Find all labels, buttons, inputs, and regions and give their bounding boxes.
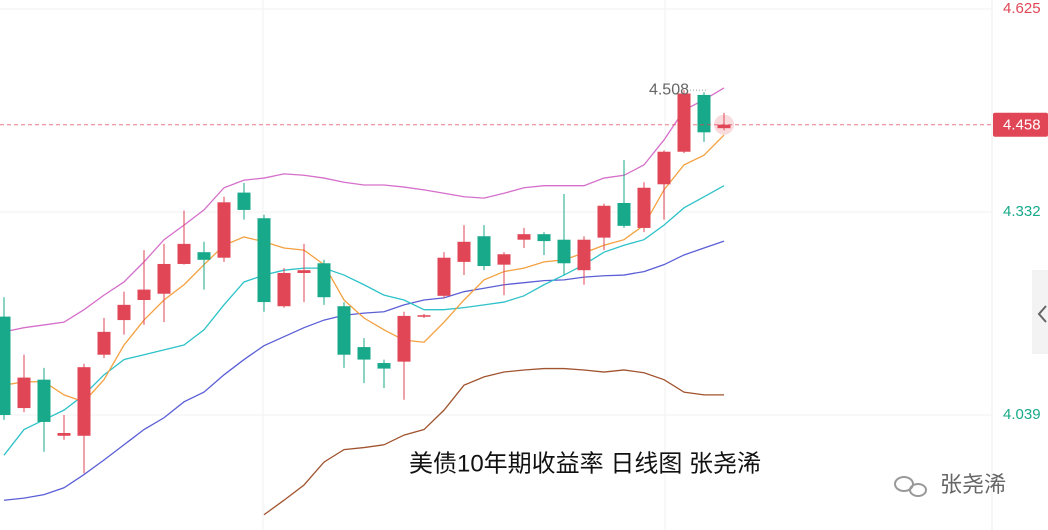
- indicator-line: [3, 240, 725, 501]
- candle-body: [117, 304, 131, 321]
- candle-body: [277, 272, 291, 307]
- candle-body: [577, 239, 591, 271]
- last-price-label: 4.458: [1003, 117, 1041, 134]
- candle-body: [237, 192, 251, 210]
- y-tick-label: 4.625: [1003, 0, 1041, 17]
- candle-body: [197, 252, 211, 260]
- candle-body: [377, 363, 391, 369]
- candle-body: [217, 202, 231, 258]
- indicator-line: [3, 185, 725, 456]
- candle-body: [557, 239, 571, 264]
- scroll-button[interactable]: [1032, 270, 1048, 354]
- max-label: 4.508: [649, 81, 689, 98]
- candle-body: [517, 234, 531, 240]
- candle-body: [417, 315, 431, 317]
- indicator-line: [3, 87, 725, 333]
- candle-body: [17, 377, 31, 409]
- candle-body: [157, 263, 171, 294]
- candle-body: [677, 93, 691, 152]
- candle-body: [57, 433, 71, 436]
- watermark-icon: [894, 476, 927, 497]
- candle-body: [437, 257, 451, 296]
- candle-body: [337, 306, 351, 355]
- candle-body: [0, 316, 11, 415]
- chart-title: 美债10年期收益率 日线图 张尧浠: [409, 450, 761, 477]
- candle-body: [717, 124, 731, 129]
- plot: 4.508: [0, 8, 992, 516]
- candle-body: [297, 270, 311, 273]
- candle-body: [97, 331, 111, 355]
- candle-body: [697, 94, 711, 133]
- candle-body: [457, 241, 471, 262]
- indicator-line: [263, 367, 724, 516]
- candle-body: [77, 367, 91, 436]
- candle-body: [597, 205, 611, 238]
- candle-body: [357, 347, 371, 360]
- y-tick-label: 4.332: [1003, 203, 1041, 220]
- y-tick-label: 4.039: [1003, 406, 1041, 423]
- watermark: 张尧浠: [940, 472, 1006, 497]
- candle-body: [257, 218, 271, 303]
- candle-body: [137, 289, 151, 300]
- candle-body: [617, 202, 631, 226]
- candle-body: [637, 187, 651, 228]
- candle-body: [177, 243, 191, 264]
- candle-body: [537, 234, 551, 242]
- candle-body: [397, 315, 411, 362]
- candle-body: [317, 263, 331, 298]
- candle-body: [497, 254, 511, 265]
- candle-body: [477, 236, 491, 267]
- last-price-box: [993, 112, 1048, 137]
- candle-body: [657, 151, 671, 185]
- candle-body: [37, 379, 51, 422]
